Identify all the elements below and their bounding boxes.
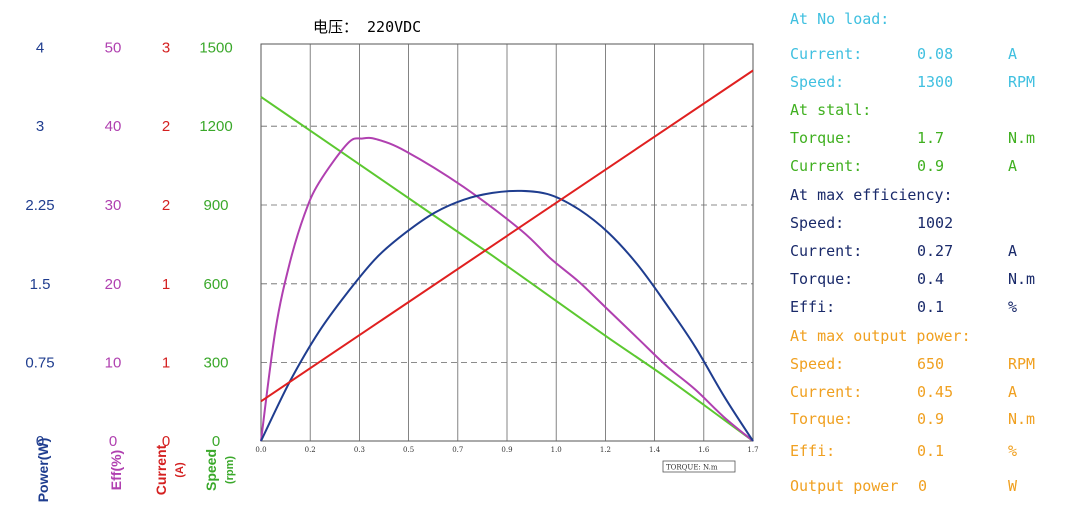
- y-tick-label-power: 1.5: [30, 276, 51, 293]
- series-line-speed: [260, 96, 754, 442]
- spec-unit: %: [1008, 442, 1018, 460]
- x-tick-label: 0.7: [452, 446, 463, 454]
- spec-label: Speed:: [790, 355, 845, 373]
- x-tick-label: 0.3: [354, 446, 365, 454]
- spec-label: Torque:: [790, 129, 854, 147]
- y-tick-label-power: 0.75: [25, 355, 54, 372]
- spec-value: 1002: [917, 214, 954, 232]
- spec-value: 0.45: [917, 383, 954, 401]
- y-tick-label-current: 2: [162, 118, 170, 135]
- spec-unit: N.m: [1008, 410, 1036, 428]
- x-tick-label: 1.7: [747, 446, 758, 454]
- y-tick-label-efficiency: 0: [109, 433, 117, 450]
- y-tick-label-speed: 600: [203, 276, 228, 293]
- y-tick-label-current: 0: [162, 433, 170, 450]
- spec-unit: A: [1008, 157, 1018, 175]
- y-axis-title-current: Current (A): [153, 444, 186, 495]
- spec-label: Effi:: [790, 442, 836, 460]
- spec-value: 0.1: [917, 298, 945, 316]
- y-axis-tick-labels: 00.751.52.253401020304050011223030060090…: [25, 39, 232, 450]
- spec-value: 0.27: [917, 242, 954, 260]
- spec-label: Speed:: [790, 73, 845, 91]
- y-axis-titles: Power(W) Eff(%) Current (A) Speed (rpm): [35, 438, 236, 503]
- spec-unit: N.m: [1008, 129, 1036, 147]
- y-tick-label-speed: 300: [203, 355, 228, 372]
- spec-unit: A: [1008, 242, 1018, 260]
- spec-label: Current:: [790, 383, 863, 401]
- x-axis-label: TORQUE: N.m: [666, 464, 718, 472]
- y-tick-label-current: 1: [162, 355, 170, 372]
- series-line-efficiency: [260, 136, 754, 442]
- spec-value: 0: [918, 477, 928, 495]
- spec-label: At stall:: [790, 101, 872, 119]
- x-tick-label: 0.9: [501, 446, 512, 454]
- spec-unit: A: [1008, 45, 1018, 63]
- x-tick-label: 1.0: [551, 446, 562, 454]
- y-tick-label-power: 2.25: [25, 197, 54, 214]
- y-tick-label-current: 1: [162, 276, 170, 293]
- y-tick-label-power: 4: [36, 39, 44, 56]
- series-line-current: [260, 69, 754, 403]
- y-tick-label-efficiency: 20: [105, 276, 122, 293]
- spec-unit: RPM: [1008, 355, 1036, 373]
- spec-value: 0.9: [917, 410, 945, 428]
- y-tick-label-speed: 900: [203, 197, 228, 214]
- x-axis-tick-labels: 0.0 0.2 0.3 0.5 0.7 0.9 1.0 1.2 1.4 1.6 1.7: [255, 446, 758, 454]
- spec-value: 0.1: [917, 442, 945, 460]
- y-tick-label-speed: 1200: [199, 118, 232, 135]
- y-tick-label-speed: 0: [212, 433, 220, 450]
- y-tick-label-efficiency: 30: [105, 197, 122, 214]
- y-tick-label-efficiency: 10: [105, 355, 122, 372]
- spec-unit: N.m: [1008, 270, 1036, 288]
- spec-value: 650: [917, 355, 945, 373]
- y-axis-title-power: Power(W): [35, 438, 51, 503]
- x-tick-label: 0.0: [255, 446, 266, 454]
- spec-value: 1.7: [917, 129, 945, 147]
- spec-label: Speed:: [790, 214, 845, 232]
- spec-value: 0.08: [917, 45, 954, 63]
- chart-title: 电压： 220VDC: [313, 18, 421, 36]
- spec-label: Output power: [790, 477, 899, 495]
- x-tick-label: 1.6: [698, 446, 710, 454]
- spec-value: 0.9: [917, 157, 945, 175]
- y-tick-label-speed: 1500: [199, 39, 232, 56]
- spec-label: At max output power:: [790, 327, 971, 345]
- spec-value: 1300: [917, 73, 954, 91]
- spec-label: Torque:: [790, 270, 854, 288]
- spec-label: At max efficiency:: [790, 186, 953, 204]
- grid-lines: [261, 44, 753, 441]
- x-tick-label: 1.4: [649, 446, 661, 454]
- spec-value: 0.4: [917, 270, 945, 288]
- spec-unit: A: [1008, 383, 1018, 401]
- data-series: [260, 69, 754, 442]
- y-axis-title-efficiency: Eff(%): [108, 450, 124, 490]
- x-tick-label: 1.2: [600, 446, 611, 454]
- y-tick-label-efficiency: 40: [105, 118, 122, 135]
- x-tick-label: 0.5: [403, 446, 414, 454]
- series-line-power: [260, 189, 754, 442]
- spec-label: Effi:: [790, 298, 836, 316]
- spec-unit: RPM: [1008, 73, 1036, 91]
- spec-label: Current:: [790, 157, 863, 175]
- spec-label: Torque:: [790, 410, 854, 428]
- y-tick-label-efficiency: 50: [105, 39, 122, 56]
- spec-unit: W: [1008, 477, 1018, 495]
- spec-unit: %: [1008, 298, 1018, 316]
- y-tick-label-current: 3: [162, 39, 170, 56]
- x-tick-label: 0.2: [305, 446, 316, 454]
- y-tick-label-power: 0: [36, 433, 44, 450]
- spec-label: Current:: [790, 242, 863, 260]
- spec-label: Current:: [790, 45, 863, 63]
- y-tick-label-power: 3: [36, 118, 44, 135]
- y-axis-title-speed: Speed (rpm): [203, 449, 236, 491]
- y-tick-label-current: 2: [162, 197, 170, 214]
- spec-label: At No load:: [790, 10, 890, 28]
- x-axis-label-box: TORQUE: N.m: [662, 460, 736, 473]
